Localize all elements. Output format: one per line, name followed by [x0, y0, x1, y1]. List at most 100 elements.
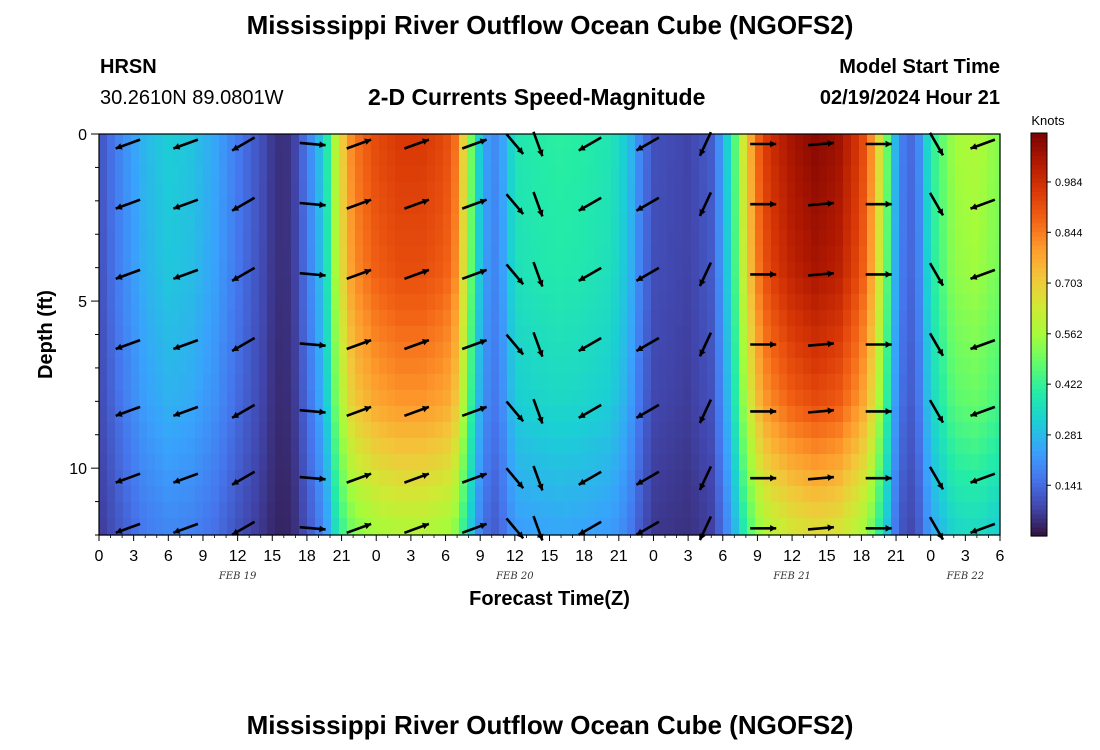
heatmap-cell: [659, 134, 668, 151]
heatmap-cell: [739, 182, 748, 199]
heatmap-cell: [515, 454, 524, 471]
heatmap-cell: [339, 230, 348, 247]
heatmap-cell: [99, 454, 108, 471]
heatmap-cell: [123, 246, 132, 263]
heatmap-cell: [923, 262, 932, 279]
heatmap-cell: [563, 134, 572, 151]
heatmap-cell: [419, 374, 428, 391]
heatmap-cell: [227, 358, 236, 375]
heatmap-cell: [419, 422, 428, 439]
heatmap-cell: [587, 502, 596, 519]
heatmap-cell: [203, 486, 212, 503]
heatmap-cell: [555, 486, 564, 503]
heatmap-cell: [923, 390, 932, 407]
heatmap-cell: [859, 454, 868, 471]
heatmap-cell: [371, 230, 380, 247]
heatmap-cell: [283, 182, 292, 199]
heatmap-cell: [827, 406, 836, 423]
heatmap-cell: [859, 278, 868, 295]
heatmap-cell: [563, 486, 572, 503]
heatmap-cell: [915, 422, 924, 439]
heatmap-cell: [699, 422, 708, 439]
heatmap-cell: [731, 166, 740, 183]
heatmap-cell: [243, 326, 252, 343]
heatmap-cell: [547, 182, 556, 199]
heatmap-cell: [571, 310, 580, 327]
heatmap-cell: [667, 422, 676, 439]
heatmap-cell: [595, 134, 604, 151]
heatmap-cell: [411, 134, 420, 151]
heatmap-cell: [835, 134, 844, 151]
heatmap-cell: [611, 134, 620, 151]
heatmap-cell: [227, 150, 236, 167]
current-arrowhead: [319, 525, 326, 533]
x-tick-label: 0: [649, 548, 658, 565]
heatmap-cell: [923, 326, 932, 343]
heatmap-cell: [219, 422, 228, 439]
current-arrowhead: [578, 204, 586, 211]
heatmap-cell: [307, 342, 316, 359]
heatmap-cell: [507, 150, 516, 167]
heatmap-cell: [779, 198, 788, 215]
heatmap-cell: [275, 278, 284, 295]
heatmap-cell: [771, 150, 780, 167]
heatmap-cell: [651, 198, 660, 215]
heatmap-cell: [531, 134, 540, 151]
heatmap-cell: [131, 278, 140, 295]
heatmap-cell: [267, 262, 276, 279]
heatmap-cell: [851, 422, 860, 439]
heatmap-cell: [587, 166, 596, 183]
heatmap-cell: [643, 166, 652, 183]
current-arrowhead: [537, 209, 544, 217]
colorbar-segment: [1031, 330, 1047, 336]
heatmap-cell: [643, 310, 652, 327]
heatmap-cell: [147, 406, 156, 423]
heatmap-cell: [171, 374, 180, 391]
heatmap-cell: [435, 422, 444, 439]
colorbar-segment: [1031, 509, 1047, 515]
heatmap-cell: [731, 486, 740, 503]
heatmap-cell: [995, 374, 1001, 391]
heatmap-cell: [163, 294, 172, 311]
heatmap-cell: [659, 342, 668, 359]
heatmap-cell: [795, 358, 804, 375]
heatmap-cell: [875, 262, 884, 279]
heatmap-cell: [107, 150, 116, 167]
heatmap-cell: [763, 374, 772, 391]
heatmap-cell: [867, 166, 876, 183]
heatmap-cell: [811, 230, 820, 247]
heatmap-cell: [187, 166, 196, 183]
heatmap-cell: [475, 166, 484, 183]
current-arrowhead: [319, 341, 326, 349]
heatmap-cell: [819, 166, 828, 183]
heatmap-cell: [267, 246, 276, 263]
heatmap-cell: [155, 278, 164, 295]
heatmap-cell: [107, 422, 116, 439]
heatmap-cell: [515, 390, 524, 407]
heatmap-cell: [235, 278, 244, 295]
heatmap-cell: [179, 326, 188, 343]
heatmap-cell: [387, 454, 396, 471]
heatmap-cell: [243, 214, 252, 231]
heatmap-cell: [627, 246, 636, 263]
heatmap-cell: [795, 390, 804, 407]
heatmap-cell: [739, 518, 748, 535]
heatmap-cell: [115, 326, 124, 343]
heatmap-cell: [531, 502, 540, 519]
heatmap-cell: [219, 166, 228, 183]
heatmap-cell: [475, 342, 484, 359]
heatmap-cell: [307, 358, 316, 375]
heatmap-cell: [555, 262, 564, 279]
heatmap-cell: [859, 470, 868, 487]
heatmap-cell: [107, 294, 116, 311]
heatmap-cell: [419, 310, 428, 327]
heatmap-cell: [339, 166, 348, 183]
heatmap-cell: [171, 134, 180, 151]
heatmap-cell: [835, 278, 844, 295]
heatmap-cell: [483, 150, 492, 167]
heatmap-cell: [715, 166, 724, 183]
heatmap-cell: [195, 294, 204, 311]
heatmap-cell: [787, 502, 796, 519]
colorbar-segment: [1031, 209, 1047, 215]
heatmap-cell: [307, 150, 316, 167]
